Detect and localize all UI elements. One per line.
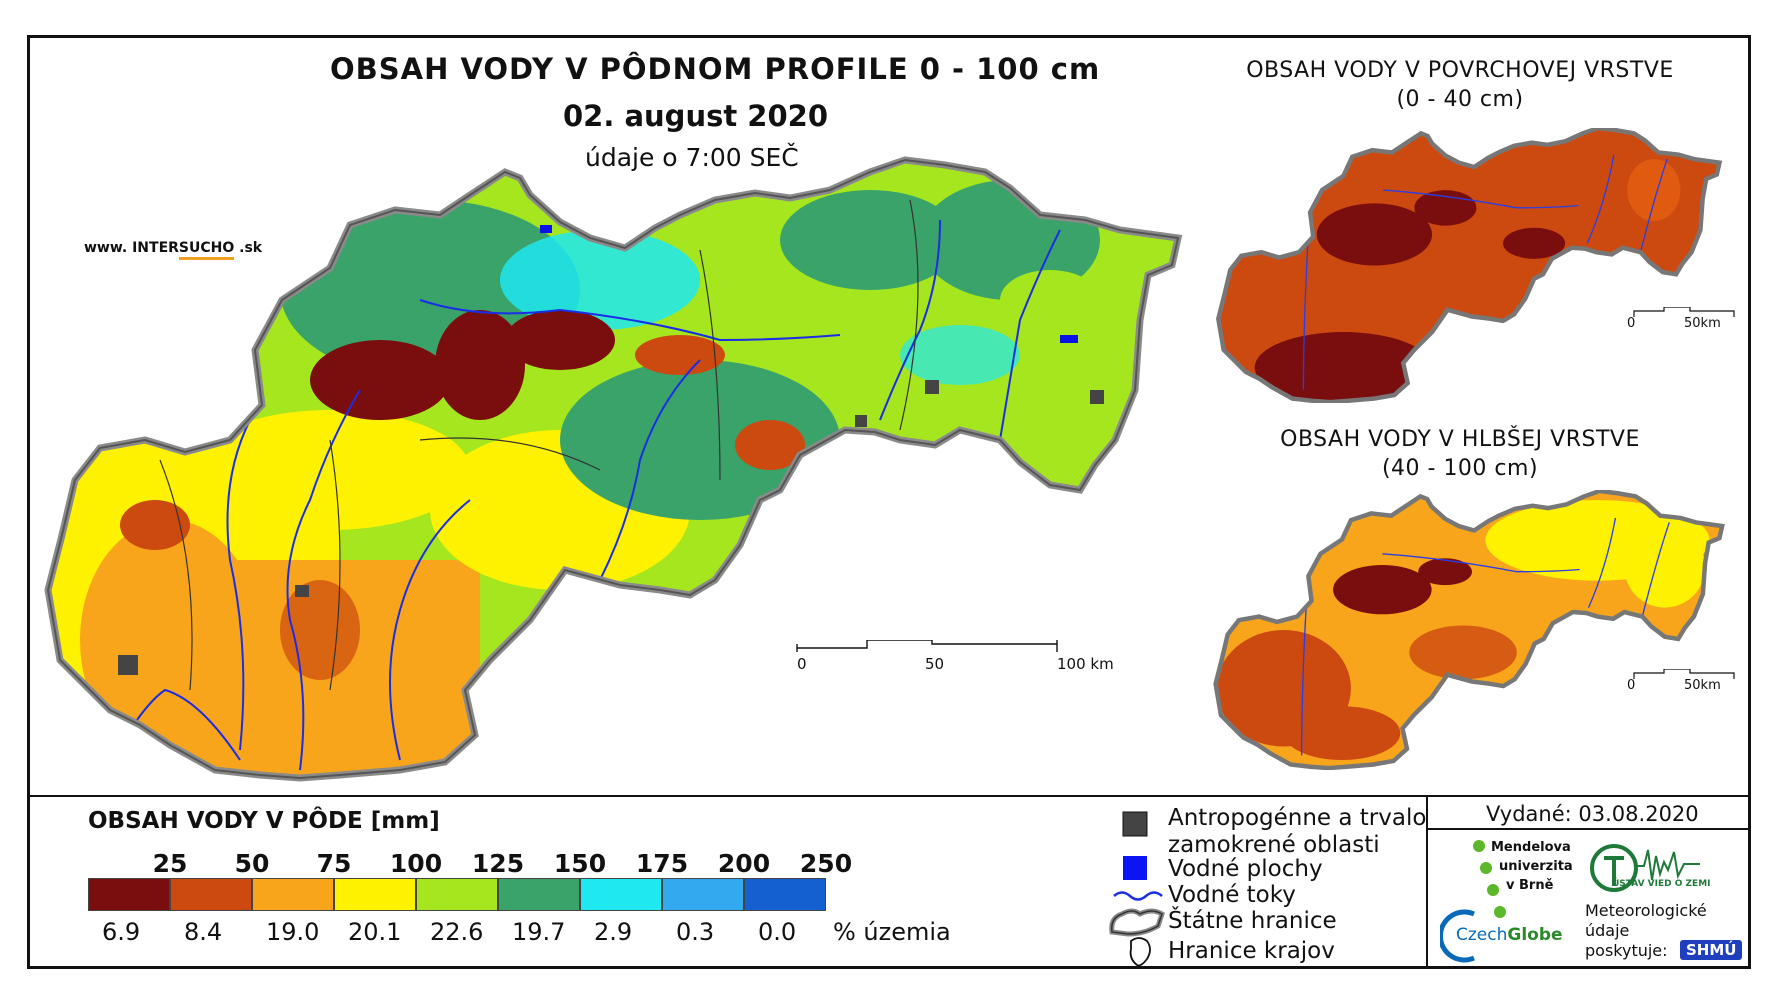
anthropogenic-symbol (1122, 811, 1148, 837)
main-scale-end: 100 km (1057, 655, 1114, 673)
legend-swatch (252, 878, 334, 911)
legend-percent: 8.4 (184, 918, 223, 946)
deep-inset-depth: (40 - 100 cm) (1381, 456, 1539, 481)
legend-streams: Vodné toky (1168, 882, 1296, 908)
meteo-line-2: údaje (1585, 921, 1630, 940)
shmu-logo: SHMÚ (1680, 940, 1743, 960)
website-prefix: www. INTER (84, 240, 179, 256)
legend-swatch (744, 878, 826, 911)
website-link[interactable]: www. INTERSUCHO .sk (84, 240, 263, 260)
legend-unit: % územia (833, 918, 951, 946)
legend-water-bodies: Vodné plochy (1168, 856, 1323, 882)
legend-swatch (498, 878, 580, 911)
map-time-note: údaje o 7:00 SEČ (585, 143, 799, 172)
mendel-line-2: univerzita (1499, 859, 1573, 874)
legend-bound: 100 (389, 849, 443, 878)
surface-layer-map (1212, 128, 1732, 403)
legend-anthropogenic-1: Antropogénne a trvalo (1168, 805, 1427, 831)
legend-percent: 0.3 (676, 918, 715, 946)
czechglobe-logo: CzechGlobe (1456, 925, 1563, 945)
legend-anthropogenic-2: zamokrené oblasti (1168, 832, 1380, 858)
mendel-line-1: Mendelova (1491, 840, 1571, 855)
surface-scale-bar (1633, 307, 1735, 317)
mendel-line-3: v Brně (1506, 878, 1554, 893)
uvz-logo-icon (1590, 844, 1700, 892)
footer-divider (1426, 795, 1428, 969)
surface-inset-title: OBSAH VODY V POVRCHOVEJ VRSTVE (1246, 58, 1674, 83)
czechglobe-part-b: Globe (1507, 925, 1563, 945)
meteo-credit: Meteorologické údaje poskytuje: (1585, 901, 1707, 961)
legend-swatch (416, 878, 498, 911)
legend-bound: 50 (234, 849, 270, 878)
mendel-dots-icon (1473, 840, 1506, 918)
deep-inset-title: OBSAH VODY V HLBŠEJ VRSTVE (1280, 427, 1640, 452)
surface-scale-zero: 0 (1627, 316, 1636, 331)
legend-divider (27, 795, 1751, 797)
main-scale-zero: 0 (797, 655, 807, 673)
legend-bound: 75 (316, 849, 352, 878)
legend-bound: 150 (553, 849, 607, 878)
stream-symbol (1113, 891, 1163, 901)
legend-swatch (334, 878, 416, 911)
legend-percent: 19.7 (512, 918, 566, 946)
legend-bound: 25 (152, 849, 188, 878)
surface-scale-end: 50km (1684, 316, 1721, 331)
uvz-label: ÚSTAV VIED O ZEMI (1612, 879, 1711, 889)
legend-swatch (88, 878, 170, 911)
map-date: 02. august 2020 (563, 99, 829, 133)
legend-title: OBSAH VODY V PÔDE [mm] (88, 808, 440, 834)
czechglobe-logo-icon (1440, 909, 1475, 963)
legend-percent: 19.0 (266, 918, 320, 946)
issued-date: Vydané: 03.08.2020 (1486, 802, 1699, 826)
legend-swatch (662, 878, 744, 911)
map-title: OBSAH VODY V PÔDNOM PROFILE 0 - 100 cm (330, 52, 1101, 86)
deep-scale-end: 50km (1684, 678, 1721, 693)
website-suffix: .sk (234, 240, 263, 256)
legend-percent: 0.0 (758, 918, 797, 946)
legend-percent: 6.9 (102, 918, 141, 946)
legend-swatch (580, 878, 662, 911)
czechglobe-part-a: Czech (1456, 925, 1508, 945)
legend-bound: 125 (471, 849, 525, 878)
legend-region-border: Hranice krajov (1168, 938, 1335, 964)
meteo-line-1: Meteorologické (1585, 901, 1707, 920)
main-scale-mid: 50 (925, 655, 945, 673)
surface-inset-depth: (0 - 40 cm) (1396, 87, 1524, 112)
legend-percent: 22.6 (430, 918, 484, 946)
issued-divider (1426, 828, 1751, 830)
water-body-symbol (1123, 856, 1147, 880)
state-border-symbol (1109, 908, 1166, 937)
legend-percent: 2.9 (594, 918, 633, 946)
main-scale-bar (796, 640, 1058, 652)
legend-bound: 200 (717, 849, 771, 878)
legend-bound: 250 (799, 849, 853, 878)
legend-swatch (170, 878, 252, 911)
region-border-symbol (1129, 937, 1151, 967)
meteo-line-3: poskytuje: (1585, 941, 1668, 960)
legend-bound: 175 (635, 849, 689, 878)
legend-state-border: Štátne hranice (1168, 908, 1337, 934)
legend-percent: 20.1 (348, 918, 402, 946)
deep-scale-zero: 0 (1627, 678, 1636, 693)
website-accent: SUCHO (178, 240, 235, 260)
deep-scale-bar (1633, 669, 1735, 679)
deep-layer-map (1212, 490, 1732, 770)
